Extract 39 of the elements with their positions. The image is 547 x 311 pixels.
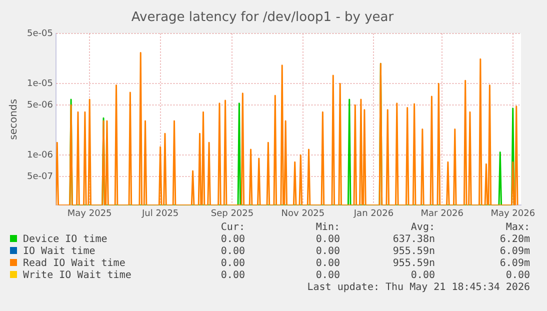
text: Cur: — [220, 222, 245, 234]
text: 0.00 — [220, 258, 245, 270]
y-tick-label: 5e-05 — [26, 28, 53, 39]
y-axis-title: seconds — [8, 98, 20, 140]
x-tick-label: Jul 2025 — [141, 208, 179, 219]
legend-label: Device IO time — [23, 234, 108, 245]
legend-label: IO Wait time — [23, 246, 96, 257]
y-tick-label: 5e-06 — [26, 100, 54, 111]
text: 6.09m — [498, 246, 530, 258]
chart-title: Average latency for /dev/loop1 - by year — [131, 10, 394, 26]
x-tick-label: Mar 2026 — [420, 208, 464, 219]
x-tick-label: Jan 2026 — [352, 208, 394, 219]
text: 955.59n — [392, 246, 435, 258]
text: 0.00 — [220, 246, 245, 258]
x-tick-label: Sep 2025 — [210, 208, 254, 219]
text: Max: — [504, 222, 530, 234]
text: 6.09m — [498, 258, 530, 270]
text: 0.00 — [220, 234, 245, 246]
text: Avg: — [410, 222, 435, 234]
legend-label: Read IO Wait time — [23, 258, 126, 269]
text: Last update: Thu May 21 18:45:34 2026 — [306, 282, 530, 294]
x-tick-label: Nov 2025 — [281, 208, 325, 219]
text: 955.59n — [392, 258, 435, 270]
text: 637.38n — [392, 234, 435, 246]
text: Min: — [314, 222, 340, 234]
x-tick-label: May 2026 — [490, 208, 536, 219]
text: 0.00 — [314, 246, 340, 258]
text: 6.20m — [498, 234, 530, 246]
text: 0.00 — [314, 234, 340, 246]
legend-label: Write IO Wait time — [23, 270, 132, 281]
text: 0.00 — [410, 270, 435, 282]
y-tick-label: 1e-06 — [26, 150, 54, 161]
y-tick-label: 1e-05 — [26, 78, 53, 89]
text: 0.00 — [314, 270, 340, 282]
text: 0.00 — [314, 258, 340, 270]
text: 0.00 — [504, 270, 530, 282]
x-tick-label: May 2025 — [67, 208, 112, 219]
text: 0.00 — [220, 270, 245, 282]
y-tick-label: 5e-07 — [26, 172, 53, 182]
